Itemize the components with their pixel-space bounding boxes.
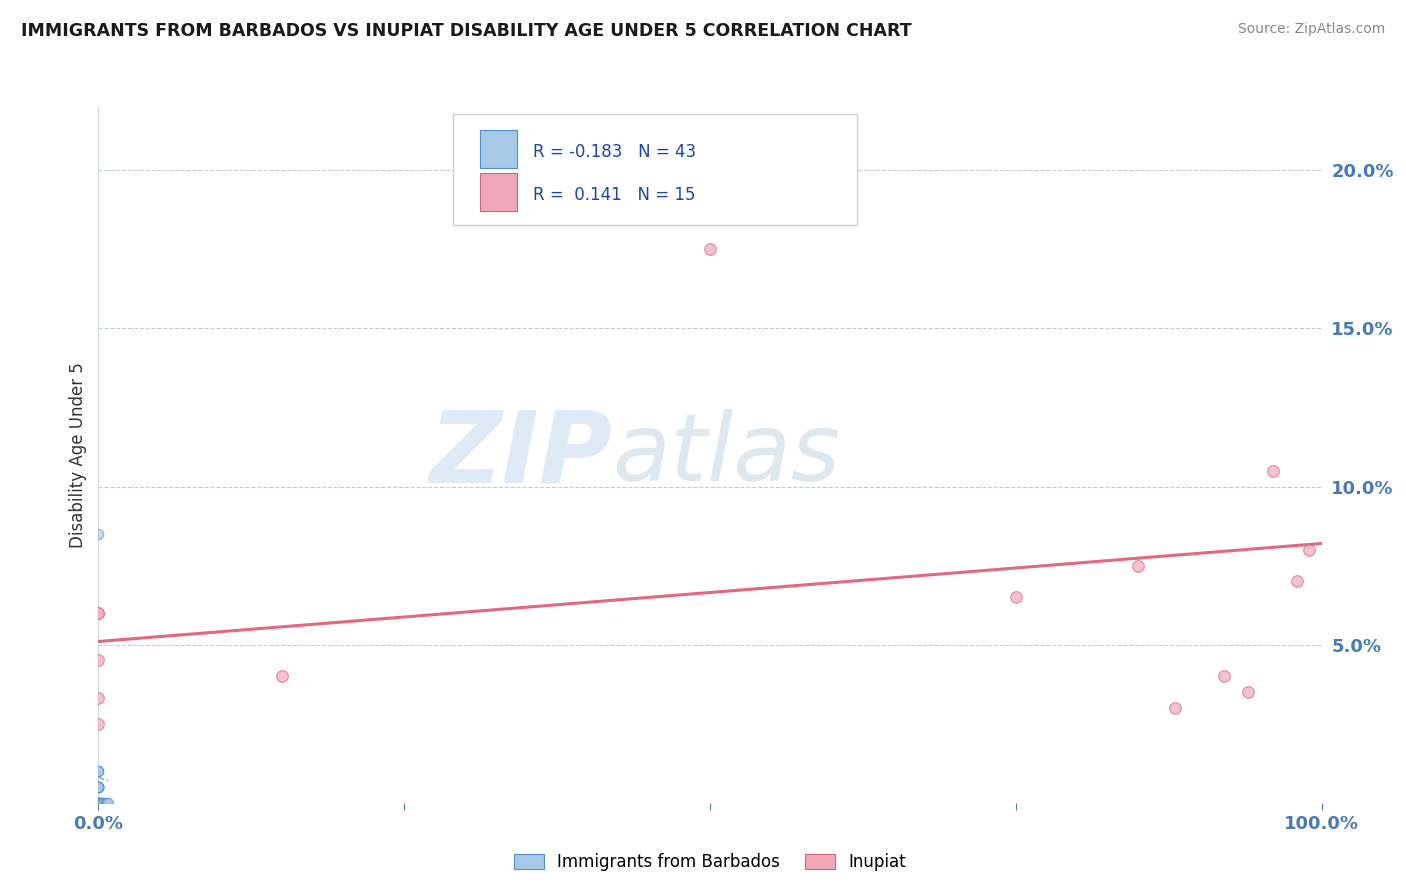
Point [87,780,110,794]
Point [87,780,110,794]
Point [699,243,721,257]
Point [1164,701,1187,715]
Point [87,780,110,794]
Point [87,780,110,794]
Point [87,527,110,541]
FancyBboxPatch shape [453,114,856,226]
Point [91,796,114,810]
Text: Source: ZipAtlas.com: Source: ZipAtlas.com [1237,22,1385,37]
Text: atlas: atlas [612,409,841,500]
Text: R = -0.183   N = 43: R = -0.183 N = 43 [533,144,696,161]
Point [87,796,110,810]
Point [87,796,110,810]
Point [90,796,112,810]
Point [87,796,110,810]
Point [87,764,110,779]
Point [89,796,111,810]
Point [1286,574,1309,589]
Point [87,796,110,810]
Point [87,796,110,810]
Point [87,780,110,794]
Text: IMMIGRANTS FROM BARBADOS VS INUPIAT DISABILITY AGE UNDER 5 CORRELATION CHART: IMMIGRANTS FROM BARBADOS VS INUPIAT DISA… [21,22,911,40]
Point [87,780,110,794]
Point [87,780,110,794]
Point [87,691,110,706]
Point [93,796,115,810]
Point [91,796,114,810]
Point [87,796,110,810]
Point [1237,685,1260,699]
Text: ZIP: ZIP [429,407,612,503]
Point [1004,591,1026,605]
Point [90,796,112,810]
Point [87,796,110,810]
Point [87,606,110,620]
Point [87,796,110,810]
Point [87,780,110,794]
Point [87,796,110,810]
Point [87,716,110,731]
Point [87,606,110,620]
Legend: Immigrants from Barbados, Inupiat: Immigrants from Barbados, Inupiat [508,847,912,878]
Text: R =  0.141   N = 15: R = 0.141 N = 15 [533,186,695,204]
Point [87,653,110,667]
Point [89,796,111,810]
FancyBboxPatch shape [479,130,517,169]
Point [87,780,110,794]
Point [87,780,110,794]
Point [1298,542,1320,557]
Point [94,796,117,810]
Point [1261,464,1284,478]
Point [87,796,110,810]
Point [87,780,110,794]
Point [87,796,110,810]
FancyBboxPatch shape [479,173,517,211]
Y-axis label: Disability Age Under 5: Disability Age Under 5 [69,362,87,548]
Point [87,764,110,779]
Point [87,796,110,810]
Point [87,796,110,810]
Point [87,796,110,810]
Point [87,796,110,810]
Point [89,796,111,810]
Point [1212,669,1234,683]
Point [87,764,110,779]
Point [91,796,114,810]
Point [270,669,294,683]
Point [1128,558,1150,573]
Point [97,796,120,810]
Point [96,796,118,810]
Point [87,796,110,810]
